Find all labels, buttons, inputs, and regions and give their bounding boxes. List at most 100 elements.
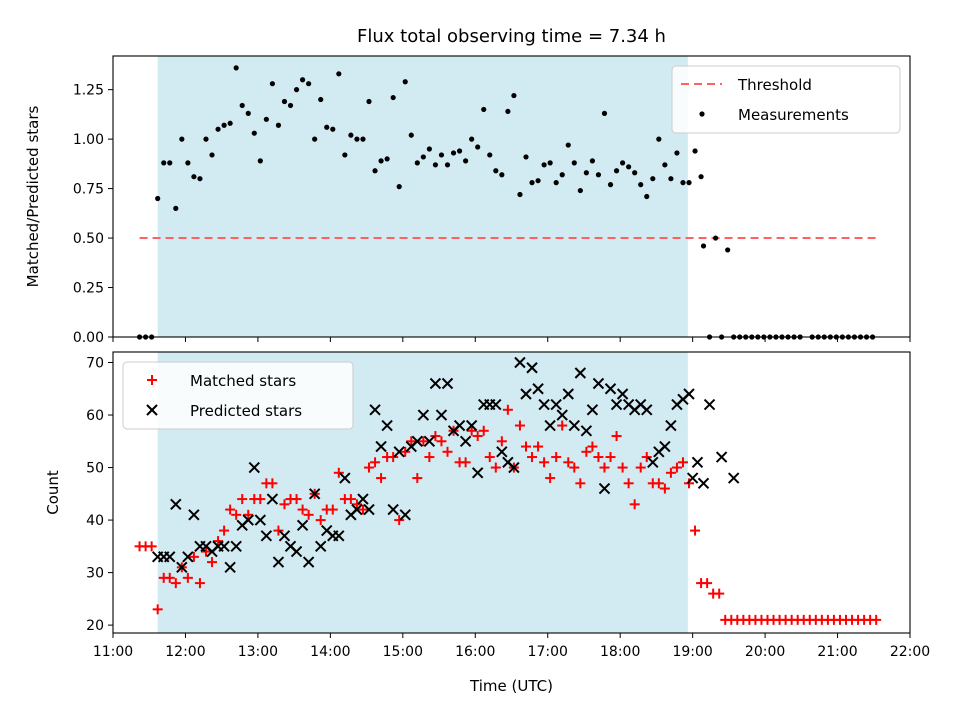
matched-star-point: [569, 462, 580, 473]
matched-star-point: [557, 420, 568, 431]
x-tick-label: 18:00: [600, 644, 640, 660]
measurement-point: [698, 174, 704, 180]
predicted-star-point: [224, 561, 236, 574]
measurement-point: [185, 160, 191, 166]
matched-star-point: [665, 467, 676, 478]
bottom-y-ticks: 20 30 40 50 60 70: [86, 356, 113, 634]
matched-star-point: [690, 525, 701, 536]
measurement-point: [656, 136, 662, 142]
matched-star-point: [593, 452, 604, 463]
measurement-point: [481, 106, 487, 113]
measurement-point: [306, 81, 312, 87]
measurement-point: [426, 146, 432, 152]
predicted-star-point: [248, 461, 260, 474]
matched-star-point: [520, 441, 531, 452]
predicted-star-point: [514, 356, 526, 369]
measurement-point: [251, 130, 257, 136]
predicted-star-point: [296, 519, 309, 532]
predicted-star-point: [254, 514, 267, 526]
legend-threshold-label: Threshold: [737, 76, 812, 94]
measurement-point: [173, 205, 179, 211]
y-tick-label: 0.00: [73, 330, 104, 346]
x-tick-label: 21:00: [817, 644, 857, 660]
measurement-point: [619, 160, 626, 166]
predicted-star-point: [465, 419, 478, 432]
predicted-star-point: [471, 467, 484, 479]
matched-star-point: [424, 452, 435, 463]
bottom-y-axis-label: Count: [44, 470, 62, 515]
measurement-point: [450, 150, 457, 156]
x-tick-label: 12:00: [165, 644, 205, 660]
x-tick-label: 17:00: [528, 644, 568, 660]
predicted-star-point: [586, 404, 599, 416]
measurement-point: [221, 122, 227, 128]
predicted-star-point: [176, 561, 188, 574]
measurement-point: [595, 172, 602, 178]
matched-star-point: [702, 578, 713, 589]
predicted-star-point: [357, 493, 369, 505]
measurement-point: [487, 152, 493, 158]
measurement-point: [233, 65, 239, 71]
measurement-point: [644, 193, 650, 200]
measurement-point: [505, 108, 511, 115]
measurement-point: [559, 172, 565, 178]
legend-measurements-label: Measurements: [738, 106, 849, 124]
predicted-star-point: [665, 419, 677, 432]
matched-star-point: [333, 467, 344, 478]
y-tick-label: 0.75: [73, 182, 104, 198]
predicted-star-point: [266, 493, 279, 505]
measurement-point: [589, 158, 596, 164]
flux-ratio-panel: 0.00 0.25 0.50 0.75 1.00 1.25 Flux total obse…: [24, 26, 911, 346]
predicted-star-point: [550, 398, 562, 411]
predicted-star-point: [441, 377, 454, 390]
measurement-point: [384, 156, 390, 162]
matched-star-point: [587, 441, 598, 452]
measurement-point: [668, 176, 674, 182]
predicted-star-point: [526, 362, 538, 374]
predicted-star-point: [562, 388, 574, 400]
measurement-point: [535, 178, 541, 184]
matched-star-point: [376, 473, 387, 484]
measurement-point: [209, 152, 215, 158]
measurement-point: [511, 92, 517, 99]
predicted-star-point: [302, 556, 315, 568]
measurement-point: [632, 170, 638, 176]
y-tick-label: 50: [86, 461, 104, 477]
measurement-point: [287, 102, 294, 109]
predicted-star-point: [435, 409, 448, 421]
measurement-point: [692, 148, 698, 154]
matched-star-point: [388, 452, 399, 463]
matched-star-point: [152, 604, 163, 615]
matched-star-point: [436, 436, 447, 447]
matched-star-point: [188, 551, 199, 562]
top-legend: Threshold Measurements: [671, 65, 901, 134]
top-y-ticks: 0.00 0.25 0.50 0.75 1.00 1.25: [73, 83, 113, 346]
matched-star-point: [635, 462, 646, 473]
x-tick-label: 20:00: [745, 644, 785, 660]
measurement-point: [662, 162, 668, 168]
predicted-star-point: [683, 388, 695, 400]
measurement-point: [203, 136, 209, 142]
chart-title: Flux total observing time = 7.34 h: [357, 26, 666, 47]
measurement-point: [601, 110, 608, 116]
matched-star-point: [611, 431, 622, 442]
measurement-point: [650, 176, 656, 182]
y-tick-label: 0.25: [73, 281, 104, 297]
measurement-point: [517, 191, 523, 198]
matched-star-point: [539, 457, 550, 468]
measurement-point: [312, 136, 318, 142]
predicted-star-point: [429, 377, 442, 390]
predicted-star-point: [164, 551, 176, 563]
matched-star-point: [527, 452, 538, 463]
matched-star-point: [484, 452, 495, 463]
measurement-point: [499, 172, 505, 178]
matched-star-point: [351, 499, 362, 510]
legend-matched-label: Matched stars: [190, 372, 296, 390]
predicted-star-point: [459, 435, 472, 447]
y-tick-label: 40: [86, 513, 104, 529]
measurement-point: [547, 160, 553, 166]
predicted-star-point: [616, 388, 629, 400]
matched-star-point: [146, 541, 157, 552]
matched-star-point: [677, 457, 688, 468]
measurement-point: [577, 187, 583, 194]
